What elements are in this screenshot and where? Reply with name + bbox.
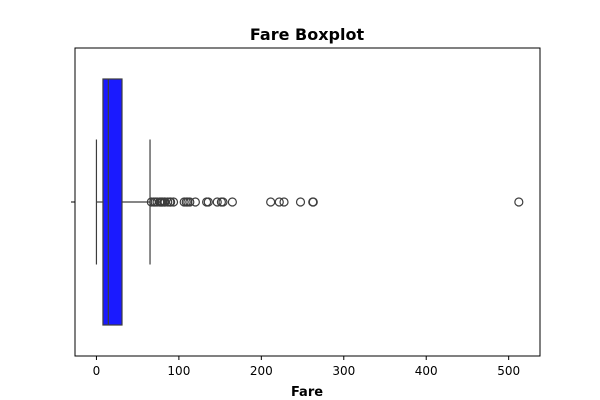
outlier-point [279, 197, 289, 207]
axes-frame [74, 47, 541, 357]
outlier-point [185, 197, 195, 207]
outlier-point [203, 197, 213, 207]
outlier-point [168, 197, 179, 207]
outlier-point [308, 197, 318, 207]
outlier-point [212, 197, 222, 207]
x-axis-label: Fare [291, 385, 323, 400]
outlier-point [218, 197, 228, 207]
x-tick-label: 200 [250, 364, 273, 378]
x-tick-label: 300 [332, 364, 355, 378]
x-axis-ticks: 0 100 200 300 400 500 [93, 356, 520, 378]
iqr-box [102, 78, 123, 326]
outlier-point [266, 197, 276, 207]
x-tick-label: 500 [497, 364, 520, 378]
outlier-point [274, 197, 284, 207]
outlier-point [514, 197, 524, 207]
plot-area [95, 78, 524, 326]
outlier-point [190, 197, 200, 207]
outlier-point [227, 197, 237, 207]
x-tick-label: 100 [167, 364, 190, 378]
x-tick-label: 400 [415, 364, 438, 378]
x-tick-label: 0 [93, 364, 101, 378]
outlier-point [295, 197, 306, 207]
chart-title: Fare Boxplot [250, 25, 365, 44]
outlier-point [166, 197, 176, 207]
